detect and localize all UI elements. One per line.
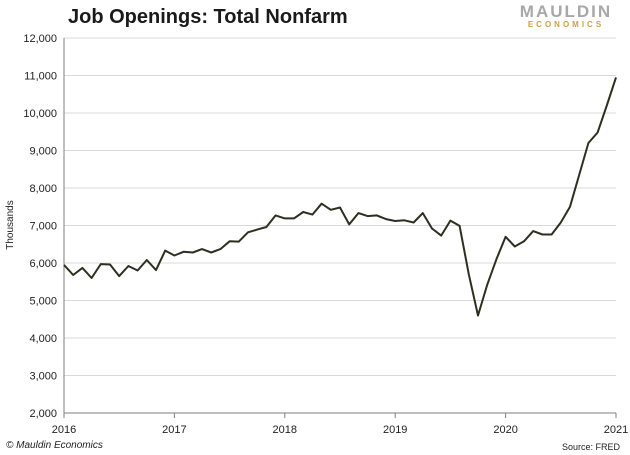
x-tick-label: 2017 — [162, 424, 186, 436]
y-tick-label: 6,000 — [29, 258, 57, 270]
mauldin-logo: MAULDIN ECONOMICS — [510, 3, 622, 30]
y-tick-label: 2,000 — [29, 408, 57, 420]
y-tick-labels: 2,000 3,000 4,000 5,000 6,000 7,000 8,000 9,000… — [23, 33, 57, 420]
axes — [63, 38, 617, 418]
x-tick-label: 2020 — [493, 424, 517, 436]
source-note: Source: FRED — [561, 442, 620, 452]
copyright-note: © Mauldin Economics — [6, 440, 103, 451]
y-axis-title: Thousands — [5, 200, 16, 249]
y-tick-label: 12,000 — [23, 33, 57, 45]
y-tick-label: 3,000 — [29, 371, 57, 383]
y-tick-label: 11,000 — [24, 71, 57, 83]
y-tick-label: 9,000 — [29, 146, 57, 158]
y-tick-label: 8,000 — [29, 183, 57, 195]
x-tick-label: 2021 — [604, 424, 628, 436]
logo-wordmark-bottom: ECONOMICS — [527, 20, 605, 29]
x-tick-label: 2019 — [383, 424, 407, 436]
y-tick-label: 4,000 — [29, 333, 57, 345]
y-tick-label: 10,000 — [23, 108, 57, 120]
series-line — [63, 77, 617, 317]
y-tick-label: 5,000 — [29, 296, 57, 308]
x-tick-label: 2018 — [273, 424, 297, 436]
gridlines — [64, 37, 616, 376]
series-group — [63, 77, 617, 317]
y-tick-label: 7,000 — [29, 221, 57, 233]
chart-title: Job Openings: Total Nonfarm — [68, 6, 348, 28]
x-tick-label: 2016 — [52, 424, 76, 436]
logo-wordmark-top: MAULDIN — [519, 2, 613, 21]
x-tick-labels: 2016 2017 2018 2019 2020 2021 — [52, 424, 628, 436]
